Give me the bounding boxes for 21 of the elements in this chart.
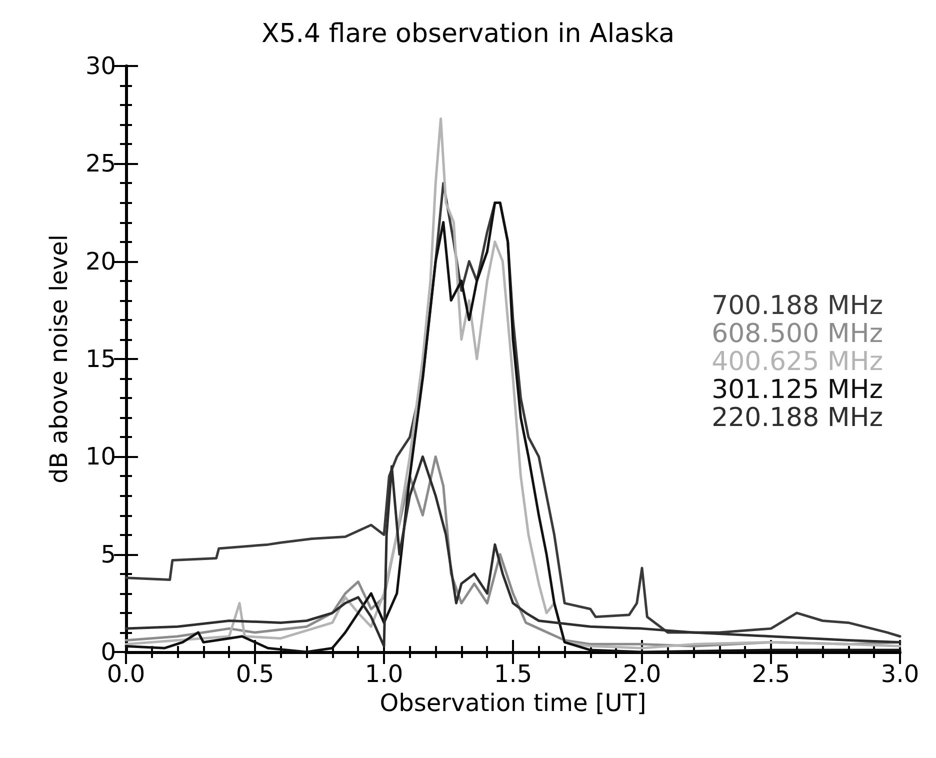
text: 400.625 MHz xyxy=(712,347,884,377)
y-tick-label: 15 xyxy=(85,345,116,373)
x-tick-label: 2.0 xyxy=(622,660,662,688)
x-tick-label: 2.5 xyxy=(752,660,790,688)
x-tick-label: 0.0 xyxy=(106,660,146,688)
x-tick-label: 1.0 xyxy=(364,660,404,688)
text: 608.500 MHz xyxy=(712,319,884,349)
x-tick-label: 3.0 xyxy=(880,660,920,688)
text: 301.125 MHz xyxy=(712,375,884,405)
chart-title: X5.4 flare observation in Alaska xyxy=(261,19,675,49)
text: 220.188 MHz xyxy=(712,403,884,433)
y-tick-label: 20 xyxy=(85,247,116,276)
y-tick-label: 5 xyxy=(100,540,116,568)
text: 700.188 MHz xyxy=(712,291,884,321)
x-axis-title: Observation time [UT] xyxy=(380,688,646,717)
y-tick-label: 10 xyxy=(85,442,116,471)
y-tick-label: 30 xyxy=(85,52,116,80)
x-tick-label: 1.5 xyxy=(494,660,532,688)
x-tick-label: 0.5 xyxy=(236,660,274,688)
y-axis-title: dB above noise level xyxy=(45,234,73,484)
y-tick-label: 25 xyxy=(85,150,116,178)
